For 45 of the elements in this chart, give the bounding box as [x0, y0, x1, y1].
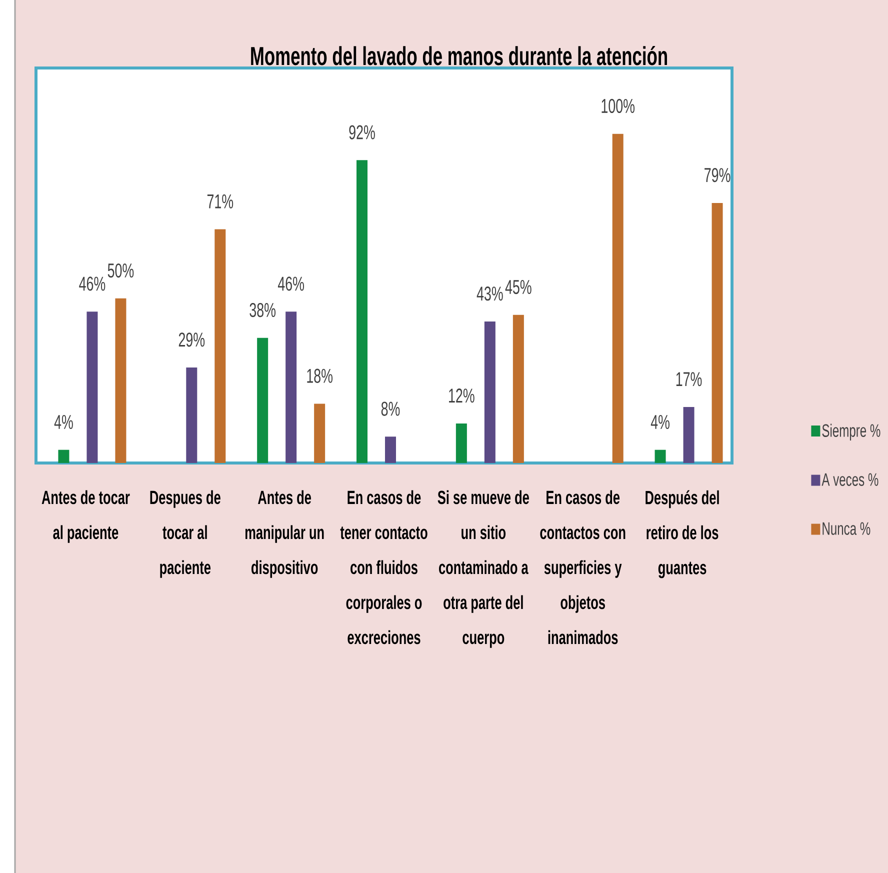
bar	[654, 450, 666, 463]
data-label: 100%	[602, 98, 635, 114]
data-label: 79%	[704, 168, 730, 182]
bar	[512, 314, 524, 463]
bar	[612, 134, 624, 463]
legend-label: Siempre %	[822, 424, 880, 441]
bar	[484, 321, 496, 463]
x-tick-label: Si se mueve de un sitio contaminado a otra parte del cuerpo	[438, 490, 529, 648]
data-label: 46%	[278, 276, 304, 291]
legend-label: A veces %	[822, 473, 878, 486]
data-label: 38%	[250, 302, 276, 318]
bar	[385, 436, 396, 463]
x-tick-label: Después del retiro de los guantes	[646, 490, 719, 578]
bar	[115, 298, 126, 463]
bar	[257, 338, 268, 463]
bar	[356, 160, 368, 463]
chart-title: Momento del lavado de manos durante la atención	[251, 46, 667, 66]
bar	[86, 312, 98, 463]
bar	[456, 423, 467, 463]
data-label: 92%	[349, 125, 375, 140]
bar	[683, 407, 694, 463]
data-label: 43%	[476, 286, 503, 301]
bar	[314, 404, 326, 463]
data-label: 29%	[178, 332, 205, 347]
bar	[58, 450, 70, 463]
x-tick-label: Despues de tocar al paciente	[150, 490, 220, 578]
data-label: 8%	[381, 402, 400, 416]
bar	[286, 312, 297, 463]
data-label: 45%	[505, 280, 532, 294]
bar	[186, 368, 198, 463]
data-label: 71%	[207, 194, 234, 208]
data-label: 50%	[108, 263, 134, 278]
data-label: 12%	[449, 388, 474, 403]
x-tick-label: En casos de contactos con superficies y objetos inanimados	[540, 490, 626, 644]
x-tick-label: Antes de tocar al paciente	[42, 490, 130, 543]
data-label: 17%	[676, 372, 702, 386]
data-label: 4%	[650, 414, 670, 429]
data-label: 18%	[307, 368, 332, 383]
legend-label: Nunca %	[822, 522, 870, 535]
x-tick-label: En casos de tener contacto con fluidos corporales o excreciones	[340, 490, 428, 644]
bar	[214, 229, 226, 463]
bar	[712, 202, 723, 463]
data-label: 46%	[79, 276, 106, 291]
x-tick-label: Antes de manipular un dispositivo	[245, 490, 324, 578]
data-label: 4%	[54, 414, 73, 429]
